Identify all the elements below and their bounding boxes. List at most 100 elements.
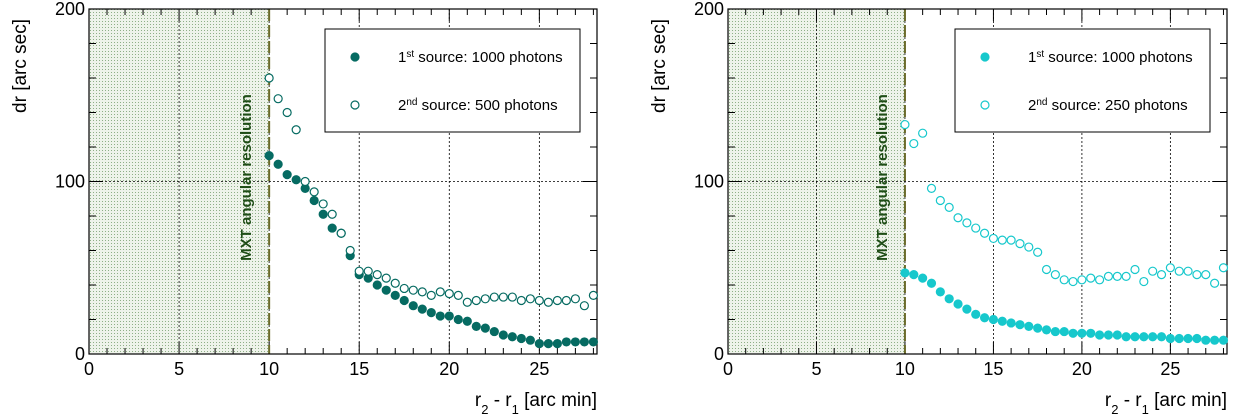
data-point-series-1: [462, 316, 472, 326]
data-point-series-2: [1218, 263, 1229, 273]
data-point-series-1: [489, 326, 499, 337]
data-point-series-2: [327, 209, 337, 219]
data-point-series-2: [525, 294, 535, 304]
data-point-series-2: [1068, 276, 1078, 287]
data-point-series-1: [498, 330, 508, 340]
data-point-series-2: [408, 285, 418, 295]
data-point-series-2: [489, 292, 499, 302]
data-point-series-1: [1059, 326, 1069, 337]
data-point-series-1: [1148, 332, 1158, 342]
data-point-series-2: [354, 266, 364, 276]
x-tick-label: 5: [174, 359, 184, 379]
data-point-series-1: [1033, 323, 1043, 333]
data-point-series-1: [309, 195, 319, 206]
data-point-series-2: [372, 270, 382, 280]
data-point-series-1: [561, 337, 571, 347]
y-axis-title: dr [arc sec]: [10, 19, 31, 113]
data-point-series-1: [1156, 332, 1167, 342]
data-point-series-2: [1192, 270, 1202, 280]
data-point-series-1: [1192, 333, 1202, 344]
data-point-series-1: [372, 280, 382, 290]
data-point-series-1: [381, 285, 391, 295]
data-point-series-1: [273, 159, 283, 169]
data-point-series-1: [516, 333, 526, 344]
data-point-series-2: [453, 290, 463, 300]
data-point-series-1: [900, 268, 910, 278]
legend-marker-series-2: [980, 100, 990, 110]
data-point-series-2: [1050, 270, 1060, 280]
data-point-series-2: [579, 301, 589, 311]
data-point-series-2: [988, 233, 999, 244]
data-point-series-2: [1033, 247, 1043, 257]
data-point-series-2: [1086, 273, 1096, 283]
data-point-series-1: [1130, 332, 1140, 342]
data-point-series-1: [417, 304, 427, 314]
data-point-series-1: [507, 332, 517, 342]
data-point-series-2: [462, 297, 472, 307]
x-tick-label: 20: [439, 359, 459, 379]
x-axis-title: r2 - r1 [arc min]: [475, 390, 597, 417]
data-point-series-1: [552, 339, 562, 349]
data-point-series-2: [282, 107, 292, 118]
x-axis-title: r2 - r1 [arc min]: [1105, 390, 1227, 417]
data-point-series-2: [1139, 276, 1149, 287]
data-point-series-2: [552, 295, 562, 306]
data-point-series-1: [1068, 328, 1078, 338]
data-point-series-1: [1201, 335, 1211, 345]
data-point-series-1: [962, 304, 972, 314]
data-point-series-1: [1174, 333, 1184, 344]
resolution-label: MXT angular resolution: [238, 94, 255, 261]
resolution-label: MXT angular resolution: [874, 94, 891, 261]
data-point-series-2: [570, 294, 580, 304]
data-point-series-2: [300, 176, 310, 187]
legend-label-series-1: 1st source: 1000 photons: [1028, 49, 1193, 67]
data-point-series-2: [273, 94, 283, 104]
data-point-series-2: [543, 297, 553, 307]
data-point-series-2: [926, 183, 937, 193]
y-tick-label: 100: [694, 172, 724, 192]
data-point-series-2: [417, 287, 427, 297]
plot-frame: [727, 8, 1228, 355]
data-point-series-1: [926, 278, 937, 288]
data-point-series-1: [971, 309, 981, 319]
data-point-series-2: [1201, 270, 1211, 280]
data-point-series-1: [471, 321, 481, 331]
data-point-series-1: [588, 337, 598, 347]
data-point-series-1: [282, 170, 292, 180]
data-point-series-2: [1094, 275, 1105, 285]
data-point-series-2: [971, 223, 981, 233]
data-point-series-1: [318, 209, 328, 219]
data-point-series-2: [979, 228, 990, 238]
data-point-series-2: [291, 125, 301, 135]
data-point-series-1: [1103, 330, 1114, 340]
data-point-series-2: [909, 138, 919, 149]
data-point-series-1: [543, 339, 553, 349]
data-point-series-2: [588, 290, 598, 300]
data-point-series-2: [534, 295, 544, 306]
x-tick-label: 0: [723, 359, 733, 379]
data-point-series-2: [944, 202, 954, 212]
y-axis-title: dr [arc sec]: [649, 19, 670, 113]
data-point-series-2: [264, 73, 274, 83]
x-tick-label: 25: [529, 359, 549, 379]
y-tick-label: 0: [714, 344, 724, 364]
data-point-series-2: [399, 283, 409, 294]
data-point-series-2: [900, 119, 910, 130]
data-point-series-1: [909, 270, 919, 280]
legend-marker-series-1: [350, 52, 360, 62]
data-point-series-1: [1024, 321, 1034, 331]
legend-label-series-2: 2nd source: 250 photons: [1028, 97, 1188, 115]
legend-marker-series-2: [350, 100, 360, 110]
data-point-series-1: [444, 311, 454, 321]
data-point-series-2: [1183, 266, 1193, 276]
data-point-series-2: [1121, 271, 1131, 281]
x-tick-label: 5: [811, 359, 821, 379]
data-point-series-2: [363, 266, 373, 276]
data-point-series-1: [1006, 318, 1016, 328]
data-point-series-1: [1041, 325, 1052, 335]
data-point-series-2: [962, 218, 972, 228]
data-point-series-1: [525, 335, 535, 345]
data-point-series-1: [1050, 326, 1060, 337]
data-point-series-1: [399, 295, 409, 306]
data-point-series-1: [1210, 335, 1220, 345]
